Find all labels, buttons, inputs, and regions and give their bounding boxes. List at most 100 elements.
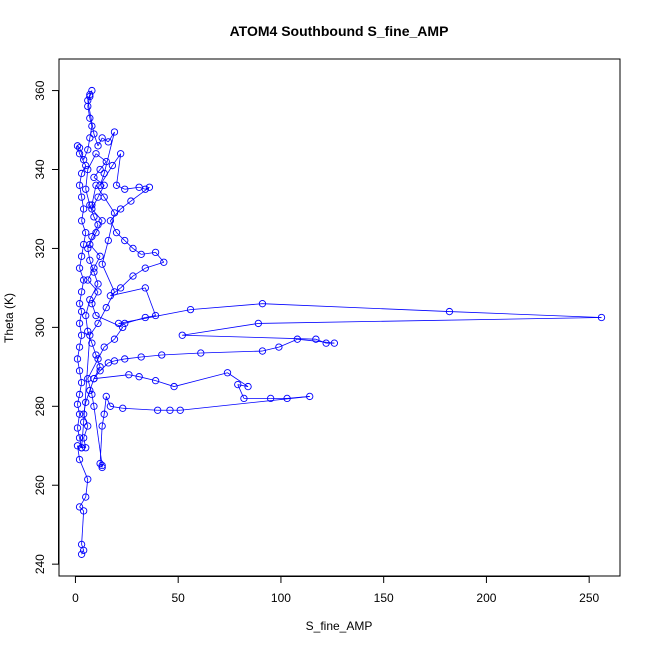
- data-point: [90, 213, 98, 221]
- series-line-segment: [101, 264, 115, 293]
- series-line-segment: [81, 279, 85, 292]
- series-line-segment: [95, 315, 123, 328]
- series-line-segment: [116, 184, 125, 190]
- data-point: [104, 138, 112, 146]
- series-line-segment: [124, 186, 140, 190]
- data-point: [84, 102, 92, 111]
- series-line-segment: [93, 133, 99, 146]
- data-point: [84, 475, 92, 483]
- data-point: [102, 303, 110, 312]
- series-line-segment: [77, 445, 82, 449]
- data-point: [116, 284, 125, 292]
- data-point: [112, 228, 121, 237]
- series-line-segment: [114, 358, 125, 362]
- data-point: [110, 209, 119, 217]
- series-line-segment: [132, 248, 142, 255]
- data-point: [77, 193, 86, 201]
- plot-frame: [58, 58, 621, 577]
- data-point: [121, 236, 129, 245]
- series-line-segment: [97, 137, 103, 147]
- series-line-segment: [155, 252, 165, 263]
- data-point: [84, 96, 92, 105]
- data-point: [77, 444, 86, 452]
- series-line-segment: [81, 165, 87, 174]
- data-point: [96, 363, 104, 371]
- data-point: [88, 86, 96, 95]
- series-line-segment: [77, 394, 80, 405]
- series-line-segment: [81, 244, 85, 257]
- data-point: [86, 296, 94, 304]
- series-line-segment: [112, 153, 121, 166]
- x-tick-label: 0: [72, 591, 79, 605]
- data-point: [84, 165, 92, 174]
- data-point: [77, 550, 86, 558]
- data-point: [73, 442, 82, 450]
- series-line-segment: [83, 437, 87, 448]
- series-line-segment: [93, 216, 99, 225]
- data-point: [141, 284, 149, 292]
- data-point: [75, 319, 84, 328]
- data-point: [82, 444, 90, 452]
- data-point: [141, 264, 149, 272]
- series-line-segment: [77, 145, 80, 149]
- x-tick-label: 250: [579, 591, 599, 605]
- series-line-segment: [97, 185, 105, 198]
- series-line-segment: [116, 232, 126, 241]
- data-point: [306, 392, 314, 401]
- series-line-segment: [101, 240, 109, 265]
- data-point: [96, 252, 104, 260]
- data-point: [86, 386, 94, 395]
- series-line-segment: [118, 309, 191, 324]
- data-point: [178, 331, 186, 339]
- x-axis: 0 50 100 150 200 250: [72, 576, 600, 605]
- data-point: [90, 268, 98, 276]
- data-point: [82, 228, 90, 237]
- series-line-segment: [79, 382, 82, 395]
- series-line-segment: [132, 267, 146, 277]
- data-point: [88, 232, 96, 241]
- data-point: [153, 406, 162, 414]
- data-point: [176, 406, 184, 414]
- series-line-segment: [103, 131, 115, 174]
- series-line-segment: [89, 244, 101, 257]
- series-line-segment: [101, 137, 109, 143]
- data-point: [98, 463, 106, 472]
- data-point: [114, 319, 123, 328]
- data-point: [82, 161, 90, 170]
- data-point: [94, 142, 102, 150]
- data-point: [141, 313, 149, 322]
- data-point: [127, 197, 135, 205]
- series-line-segment: [79, 370, 82, 383]
- series-line-segment: [87, 236, 93, 249]
- series-line-segment: [79, 437, 82, 448]
- data-point: [94, 355, 102, 363]
- data-point: [100, 169, 108, 178]
- data-point: [88, 205, 96, 213]
- series-line-segment: [97, 346, 105, 360]
- data-point: [86, 134, 94, 142]
- y-tick-label: 280: [33, 396, 47, 416]
- data-point: [75, 503, 84, 511]
- data-point: [116, 150, 125, 158]
- data-point: [86, 201, 94, 209]
- series-line-segment: [77, 358, 80, 371]
- series-line-segment: [93, 177, 105, 186]
- series-line-segment: [89, 118, 93, 127]
- series-line-segment: [237, 384, 245, 399]
- series-line-segment: [79, 173, 82, 186]
- y-axis: 240 260 280 300 320 340 360: [33, 80, 59, 574]
- data-point: [84, 146, 92, 154]
- data-point: [77, 307, 86, 316]
- data-point: [129, 272, 137, 280]
- series-line-segment: [81, 510, 85, 545]
- series-line-segment: [258, 317, 602, 324]
- y-tick-label: 340: [33, 159, 47, 179]
- data-point: [96, 367, 104, 375]
- series-line-segment: [95, 153, 107, 162]
- series-line-segment: [77, 414, 80, 429]
- data-point: [84, 422, 92, 430]
- data-point: [137, 353, 145, 361]
- data-point: [234, 380, 242, 389]
- series-line-segment: [145, 315, 156, 318]
- data-point: [80, 205, 88, 213]
